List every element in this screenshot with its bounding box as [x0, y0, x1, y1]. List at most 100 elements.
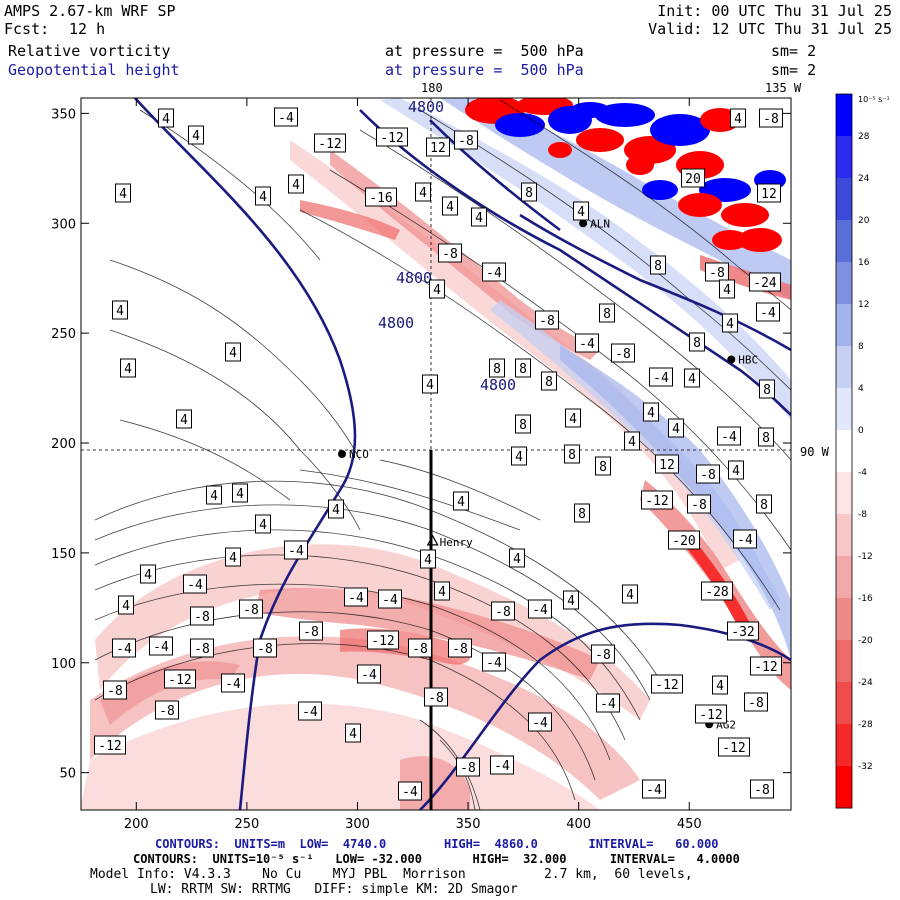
vorticity-label-text: -8: [495, 605, 511, 620]
vorticity-label-box: [420, 549, 436, 569]
vorticity-label-box: [541, 371, 557, 391]
vorticity-label: -8: [190, 606, 214, 626]
vorticity-label-box: [253, 638, 277, 658]
valid-time: Valid: 12 UTC Thu 31 Jul 25: [648, 20, 892, 38]
vorticity-label-text: -8: [194, 610, 210, 625]
vorticity-label: -4: [642, 779, 666, 799]
vorticity-label-text: 12: [659, 458, 675, 473]
forecast-value: 12 h: [69, 20, 106, 38]
colorbar-tick-label: 8: [858, 342, 864, 352]
vorticity-label: -4: [221, 673, 245, 693]
vorticity-label-text: -8: [257, 642, 273, 657]
vorticity-label-text: 4: [124, 362, 132, 377]
height-contour-label: 4800: [442, 66, 478, 84]
vorticity-label: -12: [651, 674, 683, 694]
colorbar-tick-label: 12: [858, 300, 869, 310]
colorbar-segment: [836, 472, 852, 515]
plot-frame: [80, 97, 792, 811]
vorticity-label: 4: [288, 174, 304, 194]
vorticity-label-box: [595, 456, 611, 476]
vorticity-label: 8: [515, 414, 531, 434]
vorticity-label-box: [284, 540, 308, 560]
vorticity-label-text: 8: [545, 375, 553, 390]
vorticity-label: 4: [115, 183, 131, 203]
vorticity-label-text: -12: [380, 131, 403, 146]
vorticity-label-text: 8: [654, 259, 662, 274]
vorticity-label: -8: [591, 644, 615, 664]
vorticity-label-text: -8: [303, 625, 319, 640]
colorbar-segment: [836, 388, 852, 431]
colorbar-frame: [835, 93, 853, 809]
vorticity-label-text: -4: [348, 591, 364, 606]
vorticity-label-text: -12: [318, 137, 341, 152]
vorticity-label-box: [345, 723, 361, 743]
vorticity-label: 4: [140, 564, 156, 584]
vorticity-label-box: [190, 638, 214, 658]
vorticity-label-text: 8: [599, 460, 607, 475]
vorticity-label-text: -8: [539, 314, 555, 329]
vorticity-label-text: 4: [732, 464, 740, 479]
vorticity-label-box: [176, 409, 192, 429]
y-tick-label: 150: [51, 547, 76, 562]
vorticity-label-text: -20: [672, 534, 695, 549]
colorbar-segment: [836, 598, 852, 641]
vorticity-label-text: 4: [446, 200, 454, 215]
vorticity-label-text: -8: [709, 266, 725, 281]
vorticity-label-box: [422, 374, 438, 394]
vorticity-label-text: -4: [494, 759, 510, 774]
vorticity-label-text: -12: [168, 673, 191, 688]
vorticity-label-text: -4: [486, 266, 502, 281]
vorticity-label: 4: [730, 108, 746, 128]
vorticity-label-box: [398, 781, 422, 801]
vorticity-label-box: [206, 485, 222, 505]
vorticity-label: -4: [344, 587, 368, 607]
vorticity-label-box: [599, 303, 615, 323]
vorticity-label-text: -12: [371, 634, 394, 649]
vorticity-label: 4: [573, 201, 589, 221]
height-contour-label: 4800: [396, 269, 432, 287]
vorticity-label: 4: [422, 374, 438, 394]
vorticity-label-box: [528, 712, 552, 732]
vorticity-label: 4: [232, 483, 248, 503]
vorticity-label-box: [535, 310, 559, 330]
vorticity-contour-line: [139, 109, 321, 261]
vorticity-label-box: [456, 757, 480, 777]
vorticity-label: 12: [655, 454, 679, 474]
vorticity-label-box: [434, 581, 450, 601]
vorticity-label-box: [756, 494, 772, 514]
y-tick-label: 50: [59, 767, 76, 782]
vorticity-label: -8: [759, 108, 783, 128]
vorticity-label-text: -12: [754, 660, 777, 675]
vorticity-label: 4: [255, 186, 271, 206]
vorticity-label-text: -4: [116, 642, 132, 657]
vorticity-contour-line: [359, 129, 791, 461]
model-title: AMPS 2.67-km WRF SP: [4, 2, 176, 20]
vorticity-label-box: [482, 652, 506, 672]
colorbar-tick-label: -28: [858, 720, 873, 730]
footer-height-contours: CONTOURS: UNITS=m LOW= 4740.0 HIGH= 4860…: [155, 837, 719, 851]
vorticity-label: -4: [528, 712, 552, 732]
vorticity-label-box: [643, 402, 659, 422]
vorticity-contour-line: [379, 459, 541, 521]
vorticity-label: -12: [164, 669, 196, 689]
vorticity-label: 8: [756, 494, 772, 514]
vorticity-label-text: -8: [754, 783, 770, 798]
vorticity-label-text: -8: [442, 247, 458, 262]
vorticity-label: -12: [750, 656, 782, 676]
colorbar-tick-label: -4: [858, 468, 867, 478]
vorticity-label-box: [489, 358, 505, 378]
y-tick-label: 200: [51, 437, 76, 452]
vorticity-label-box: [158, 108, 174, 128]
vorticity-label-text: -4: [646, 783, 662, 798]
vorticity-label-text: -4: [153, 640, 169, 655]
height-contour-line: [359, 109, 791, 416]
vorticity-label-box: [471, 207, 487, 227]
vorticity-label-box: [641, 490, 673, 510]
vorticity-label: -4: [149, 636, 173, 656]
vorticity-label-box: [365, 187, 397, 207]
vorticity-label-box: [655, 454, 679, 474]
vorticity-label-box: [509, 548, 525, 568]
vorticity-label-box: [239, 599, 263, 619]
vorticity-cell: [721, 203, 769, 227]
